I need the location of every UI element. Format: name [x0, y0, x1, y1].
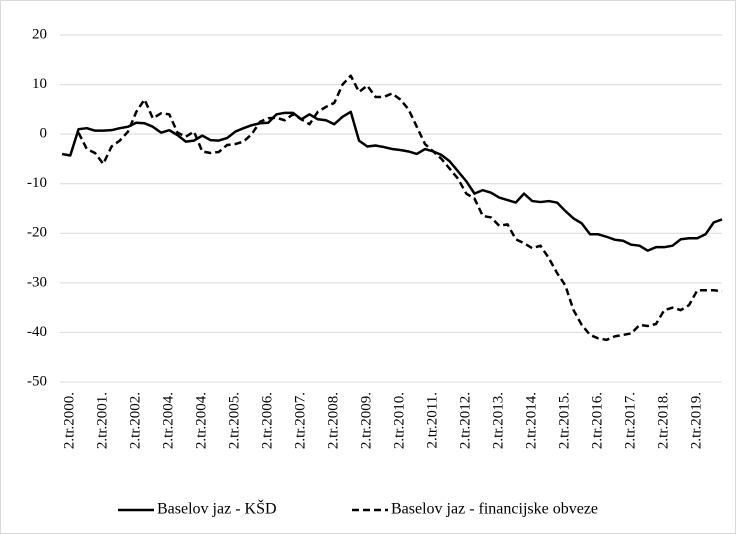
x-tick-label: 2.tr.2010.	[392, 392, 408, 449]
x-tick-label: 2.tr.2002.	[128, 392, 144, 449]
x-tick-label: 2.tr.2005.	[227, 392, 243, 449]
x-tick-label: 2.tr.2015.	[557, 392, 573, 449]
x-tick-label: 2.tr.2011.	[425, 392, 441, 449]
x-tick-label: 2.tr.2008.	[326, 392, 342, 449]
x-tick-label: 2.tr.2016.	[590, 392, 606, 449]
x-tick-label: 2.tr.2006.	[260, 392, 276, 449]
y-tick-label: -20	[27, 225, 47, 241]
x-tick-label: 2.tr.2000.	[62, 392, 78, 449]
legend-label: Baselov jaz - financijske obveze	[391, 501, 598, 518]
x-tick-label: 2.tr.2004.	[194, 392, 210, 449]
x-tick-label: 2.tr.2004.	[161, 392, 177, 449]
x-tick-label: 2.tr.2007.	[293, 392, 309, 449]
y-tick-label: -50	[27, 373, 47, 389]
x-tick-label: 2.tr.2018.	[656, 392, 672, 449]
y-tick-label: 20	[32, 26, 47, 42]
y-tick-label: 0	[40, 126, 48, 142]
y-tick-label: -30	[27, 274, 47, 290]
y-tick-label: -40	[27, 324, 47, 340]
series-line	[77, 74, 723, 342]
x-tick-label: 2.tr.2012.	[458, 392, 474, 449]
x-tick-label: 2.tr.2001.	[95, 392, 111, 449]
x-tick-label: 2.tr.2013.	[491, 392, 507, 449]
series-line	[61, 110, 723, 252]
x-tick-label: 2.tr.2019.	[689, 392, 705, 449]
x-tick-label: 2.tr.2014.	[524, 392, 540, 449]
y-tick-label: 10	[32, 76, 47, 92]
x-tick-label: 2.tr.2017.	[623, 392, 639, 449]
x-tick-label: 2.tr.2009.	[359, 392, 375, 449]
legend-label: Baselov jaz - KŠD	[157, 499, 277, 518]
y-tick-label: -10	[27, 175, 47, 191]
